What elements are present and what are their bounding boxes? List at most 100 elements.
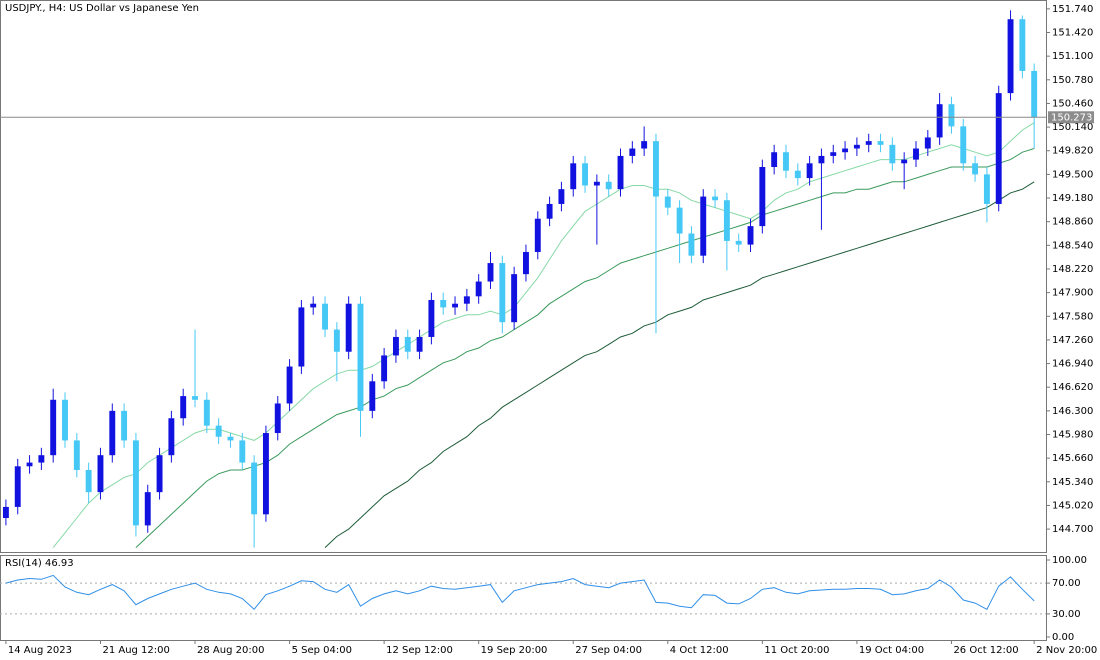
candle-body (972, 163, 979, 175)
candle-body (582, 163, 589, 186)
y-tick-label: 30.00 (1052, 609, 1081, 620)
y-tick-label: 151.740 (1052, 4, 1093, 15)
y-tick-label: 148.540 (1052, 240, 1093, 251)
y-tick-label: 147.260 (1052, 335, 1093, 346)
candle-body (558, 189, 565, 204)
candle-body (676, 207, 683, 234)
x-tick-label: 19 Sep 20:00 (481, 645, 548, 656)
rsi-panel-frame (0, 555, 1047, 641)
rsi-line (5, 574, 1035, 611)
candle-body (712, 196, 719, 201)
candle-body (759, 167, 766, 227)
y-tick-label: 145.980 (1052, 430, 1093, 441)
candle-body (156, 455, 163, 493)
candle-body (617, 155, 624, 190)
x-tick-label: 11 Oct 20:00 (764, 645, 829, 656)
candle-body (251, 462, 258, 515)
y-tick-label: 149.180 (1052, 193, 1093, 204)
candle-body (1007, 19, 1014, 94)
candle-body (747, 226, 754, 245)
candle-body (889, 144, 896, 164)
moving-average (324, 181, 1035, 548)
candle-body (960, 126, 967, 164)
x-tick-label: 12 Sep 12:00 (386, 645, 453, 656)
candle-body (523, 251, 529, 275)
candle-body (322, 303, 328, 330)
axes: 144.700 145.020 145.340 145.660 145.980 146.3… (5, 4, 1097, 656)
candle-body (487, 263, 494, 282)
candle-body (62, 399, 68, 441)
candle-body (830, 152, 837, 156)
y-tick-label: 146.620 (1052, 382, 1093, 393)
candle-body (913, 148, 919, 160)
candle-body (132, 440, 139, 526)
candle-body (440, 300, 447, 308)
moving-average (52, 122, 1035, 548)
candle-body (192, 396, 198, 400)
candle-body (842, 148, 849, 153)
candle-body (924, 137, 931, 149)
candle-body (688, 233, 695, 256)
candle-body (936, 104, 943, 138)
candle-body (392, 336, 399, 356)
candle-body (783, 152, 789, 171)
candle-body (97, 455, 104, 493)
candle-body (983, 174, 990, 204)
candle-body (274, 403, 281, 434)
y-tick-label: 151.100 (1052, 51, 1093, 62)
candle-body (298, 307, 305, 367)
y-tick-label: 148.860 (1052, 217, 1093, 228)
main-panel-frame (0, 0, 1047, 553)
candle-body (1031, 70, 1038, 118)
candle-body (416, 336, 423, 352)
chart-title: USDJPY., H4: US Dollar vs Japanese Yen (5, 3, 199, 14)
last-price-box (1048, 111, 1094, 124)
candle-body (381, 355, 388, 382)
candle-body (818, 155, 825, 164)
y-tick-label: 70.00 (1052, 578, 1081, 589)
x-tick-label: 27 Sep 04:00 (575, 645, 642, 656)
candle-body (262, 433, 269, 515)
candle-body (605, 181, 612, 190)
candle-body (735, 240, 742, 245)
candle-body (73, 440, 80, 470)
candle-body (771, 152, 778, 168)
y-tick-label: 148.220 (1052, 264, 1093, 275)
y-tick-label: 150.140 (1052, 122, 1093, 133)
candle-body (109, 410, 116, 456)
candle-body (499, 263, 506, 323)
candle-body (404, 336, 411, 352)
x-tick-label: 2 Nov 20:00 (1036, 645, 1097, 656)
candle-body (995, 93, 1002, 204)
candle-body (239, 440, 246, 463)
candle-body (794, 170, 801, 179)
candle-body (570, 163, 577, 190)
y-tick-label: 149.820 (1052, 146, 1093, 157)
candle-body (227, 436, 234, 441)
candle-body (877, 141, 884, 145)
candle-body (215, 425, 222, 437)
candle-body (700, 196, 707, 256)
candle-body (2, 506, 9, 519)
candle-body (144, 492, 151, 526)
y-tick-label: 0.00 (1052, 632, 1074, 643)
candle-body (1019, 19, 1026, 71)
x-tick-label: 21 Aug 12:00 (102, 645, 169, 656)
x-tick-label: 19 Oct 04:00 (859, 645, 924, 656)
candle-body (511, 274, 518, 323)
candle-body (452, 303, 458, 308)
y-tick-label: 149.500 (1052, 169, 1093, 180)
candle-body (357, 303, 364, 411)
x-tick-label: 5 Sep 04:00 (292, 645, 352, 656)
candle-body (629, 148, 636, 156)
candle-body (85, 469, 92, 493)
candle-body (641, 141, 648, 149)
candle-body (50, 399, 57, 456)
y-tick-label: 100.00 (1052, 555, 1087, 566)
y-tick-label: 147.900 (1052, 288, 1093, 299)
candle-body (333, 329, 340, 352)
candle-body (806, 163, 813, 179)
y-tick-label: 146.940 (1052, 359, 1093, 370)
y-tick-label: 144.700 (1052, 524, 1093, 535)
